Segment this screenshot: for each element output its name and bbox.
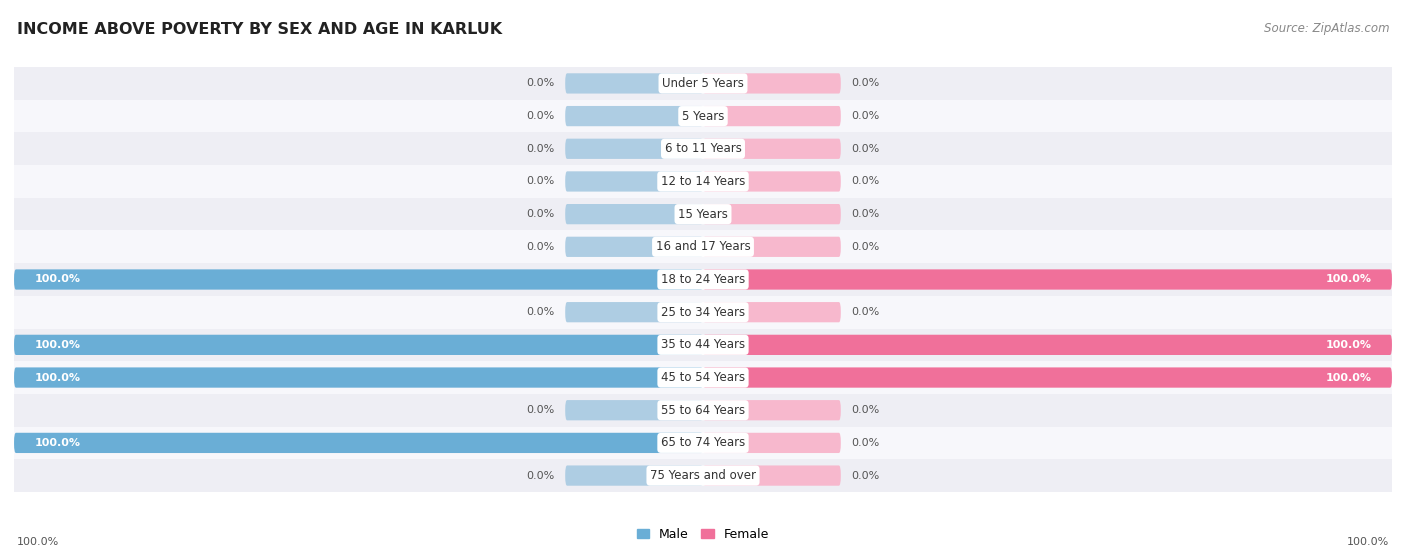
Text: 0.0%: 0.0%: [527, 177, 555, 187]
FancyBboxPatch shape: [703, 73, 841, 93]
Text: 0.0%: 0.0%: [527, 307, 555, 317]
Text: 100.0%: 100.0%: [1347, 537, 1389, 547]
Text: 100.0%: 100.0%: [17, 537, 59, 547]
FancyBboxPatch shape: [703, 466, 841, 486]
Text: 0.0%: 0.0%: [851, 307, 879, 317]
Text: 0.0%: 0.0%: [527, 209, 555, 219]
FancyBboxPatch shape: [703, 139, 841, 159]
Text: 55 to 64 Years: 55 to 64 Years: [661, 404, 745, 416]
Text: 45 to 54 Years: 45 to 54 Years: [661, 371, 745, 384]
FancyBboxPatch shape: [703, 106, 841, 126]
Text: 65 to 74 Years: 65 to 74 Years: [661, 437, 745, 449]
Text: 35 to 44 Years: 35 to 44 Years: [661, 338, 745, 352]
FancyBboxPatch shape: [565, 171, 703, 192]
Bar: [14, 230, 1392, 263]
Text: 0.0%: 0.0%: [527, 471, 555, 481]
Text: 25 to 34 Years: 25 to 34 Years: [661, 306, 745, 319]
FancyBboxPatch shape: [14, 433, 703, 453]
Text: 0.0%: 0.0%: [527, 78, 555, 88]
Text: INCOME ABOVE POVERTY BY SEX AND AGE IN KARLUK: INCOME ABOVE POVERTY BY SEX AND AGE IN K…: [17, 22, 502, 37]
Text: 18 to 24 Years: 18 to 24 Years: [661, 273, 745, 286]
FancyBboxPatch shape: [14, 367, 703, 388]
FancyBboxPatch shape: [565, 139, 703, 159]
FancyBboxPatch shape: [703, 302, 841, 323]
Bar: [14, 132, 1392, 165]
Text: 5 Years: 5 Years: [682, 110, 724, 122]
Text: 100.0%: 100.0%: [1326, 340, 1371, 350]
FancyBboxPatch shape: [565, 204, 703, 224]
Text: 0.0%: 0.0%: [527, 111, 555, 121]
FancyBboxPatch shape: [703, 236, 841, 257]
Text: 100.0%: 100.0%: [35, 340, 80, 350]
FancyBboxPatch shape: [703, 171, 841, 192]
Text: Under 5 Years: Under 5 Years: [662, 77, 744, 90]
Text: 100.0%: 100.0%: [35, 438, 80, 448]
Text: 0.0%: 0.0%: [851, 242, 879, 252]
Bar: [14, 459, 1392, 492]
Text: Source: ZipAtlas.com: Source: ZipAtlas.com: [1264, 22, 1389, 35]
Bar: [14, 263, 1392, 296]
FancyBboxPatch shape: [565, 73, 703, 93]
FancyBboxPatch shape: [703, 400, 841, 420]
Bar: [14, 165, 1392, 198]
Text: 0.0%: 0.0%: [851, 78, 879, 88]
Bar: [14, 100, 1392, 132]
FancyBboxPatch shape: [565, 302, 703, 323]
Text: 0.0%: 0.0%: [851, 471, 879, 481]
Bar: [14, 67, 1392, 100]
FancyBboxPatch shape: [703, 433, 841, 453]
Text: 75 Years and over: 75 Years and over: [650, 469, 756, 482]
Text: 12 to 14 Years: 12 to 14 Years: [661, 175, 745, 188]
Bar: [14, 361, 1392, 394]
Legend: Male, Female: Male, Female: [637, 528, 769, 541]
Text: 6 to 11 Years: 6 to 11 Years: [665, 143, 741, 155]
FancyBboxPatch shape: [703, 367, 1392, 388]
Bar: [14, 198, 1392, 230]
Text: 0.0%: 0.0%: [851, 111, 879, 121]
FancyBboxPatch shape: [565, 466, 703, 486]
Text: 100.0%: 100.0%: [1326, 372, 1371, 382]
Text: 0.0%: 0.0%: [851, 177, 879, 187]
Text: 100.0%: 100.0%: [35, 274, 80, 285]
FancyBboxPatch shape: [14, 269, 703, 290]
Bar: [14, 394, 1392, 427]
FancyBboxPatch shape: [565, 106, 703, 126]
Text: 16 and 17 Years: 16 and 17 Years: [655, 240, 751, 253]
Text: 15 Years: 15 Years: [678, 207, 728, 221]
FancyBboxPatch shape: [703, 204, 841, 224]
FancyBboxPatch shape: [565, 400, 703, 420]
Bar: [14, 296, 1392, 329]
Text: 100.0%: 100.0%: [35, 372, 80, 382]
Text: 0.0%: 0.0%: [527, 144, 555, 154]
Text: 0.0%: 0.0%: [851, 438, 879, 448]
FancyBboxPatch shape: [703, 335, 1392, 355]
Text: 0.0%: 0.0%: [851, 144, 879, 154]
Bar: [14, 427, 1392, 459]
Bar: [14, 329, 1392, 361]
Text: 0.0%: 0.0%: [851, 405, 879, 415]
Text: 100.0%: 100.0%: [1326, 274, 1371, 285]
Text: 0.0%: 0.0%: [527, 242, 555, 252]
Text: 0.0%: 0.0%: [527, 405, 555, 415]
FancyBboxPatch shape: [14, 335, 703, 355]
Text: 0.0%: 0.0%: [851, 209, 879, 219]
FancyBboxPatch shape: [703, 269, 1392, 290]
FancyBboxPatch shape: [565, 236, 703, 257]
